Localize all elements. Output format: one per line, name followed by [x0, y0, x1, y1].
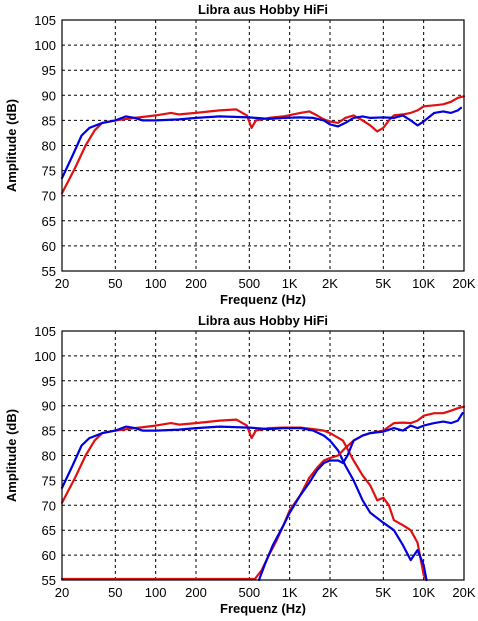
- chart-panel-2: 55 60 65 70 75 80 85 90 95 100 105 20 50 100 200 500 1K 2…: [4, 313, 476, 616]
- y-tick-label: 90: [42, 88, 56, 103]
- y-tick-label: 80: [42, 449, 56, 464]
- x-tick-label: 20: [55, 276, 69, 291]
- y-tick-label: 65: [42, 523, 56, 538]
- x-tick-label: 100: [145, 585, 167, 600]
- x-tick-label: 20: [55, 585, 69, 600]
- x-tick-label: 50: [108, 585, 122, 600]
- y-tick-label: 85: [42, 424, 56, 439]
- x-tick-label: 2K: [322, 585, 338, 600]
- chart-title: Libra aus Hobby HiFi: [198, 2, 328, 17]
- x-tick-label: 500: [238, 276, 260, 291]
- x-axis-label: Frequenz (Hz): [220, 601, 306, 616]
- y-tick-label: 55: [42, 573, 56, 588]
- series-line-4: [257, 412, 464, 582]
- y-tick-label: 80: [42, 139, 56, 154]
- x-tick-label: 50: [108, 276, 122, 291]
- x-tick-label: 5K: [375, 276, 391, 291]
- y-tick-label: 100: [34, 349, 56, 364]
- chart-title: Libra aus Hobby HiFi: [198, 313, 328, 328]
- x-tick-label: 200: [185, 276, 207, 291]
- y-axis-label: Amplitude (dB): [4, 99, 19, 192]
- x-tick-label: 1K: [282, 585, 298, 600]
- x-tick-label: 20K: [452, 276, 475, 291]
- series-line-2: [60, 106, 463, 180]
- y-tick-label: 105: [34, 13, 56, 28]
- y-tick-label: 75: [42, 473, 56, 488]
- chart-panel-1: 55 60 65 70 75 80 85 90 95 100 105 20 50 100 200 500 1K 2…: [4, 2, 476, 307]
- x-tick-label: 2K: [322, 276, 338, 291]
- x-tick-label: 1K: [282, 276, 298, 291]
- series-line-1: [60, 418, 428, 582]
- y-tick-label: 70: [42, 498, 56, 513]
- x-tick-label: 10K: [412, 585, 435, 600]
- series-line-1: [60, 95, 466, 195]
- y-tick-label: 100: [34, 38, 56, 53]
- series-line-3: [60, 405, 466, 581]
- y-tick-label: 55: [42, 264, 56, 279]
- x-axis-label: Frequenz (Hz): [220, 292, 306, 307]
- x-tick-label: 5K: [375, 585, 391, 600]
- y-tick-label: 65: [42, 214, 56, 229]
- y-tick-label: 90: [42, 399, 56, 414]
- x-tick-label: 20K: [452, 585, 475, 600]
- x-tick-label: 500: [238, 585, 260, 600]
- y-tick-label: 105: [34, 324, 56, 339]
- plot-frame: [61, 330, 465, 581]
- y-tick-label: 60: [42, 548, 56, 563]
- y-tick-label: 75: [42, 164, 56, 179]
- y-tick-label: 95: [42, 63, 56, 78]
- x-tick-label: 10K: [412, 276, 435, 291]
- y-tick-label: 60: [42, 239, 56, 254]
- plot-frame: [61, 19, 465, 272]
- y-axis-label: Amplitude (dB): [4, 409, 19, 502]
- x-tick-label: 100: [145, 276, 167, 291]
- y-tick-label: 70: [42, 189, 56, 204]
- y-tick-label: 95: [42, 374, 56, 389]
- x-tick-label: 200: [185, 585, 207, 600]
- y-tick-label: 85: [42, 113, 56, 128]
- series-line-2: [60, 425, 428, 582]
